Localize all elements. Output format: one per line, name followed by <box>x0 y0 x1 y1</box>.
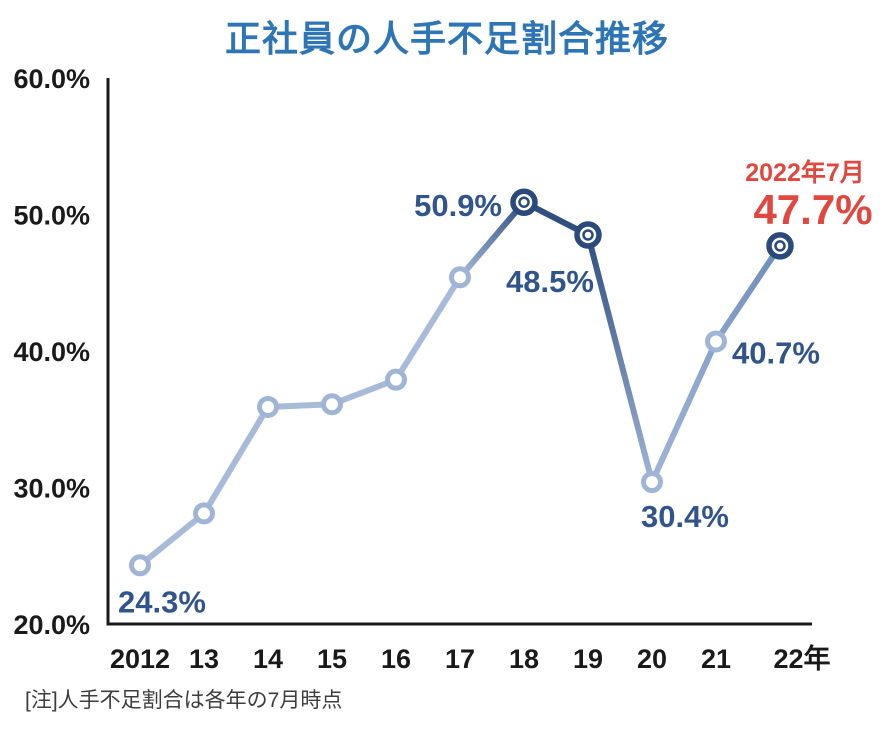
x-axis-tick-label: 2012 <box>110 644 170 674</box>
highlight-annotation-date: 2022年7月 <box>745 158 865 187</box>
data-point-marker <box>449 266 471 289</box>
data-point-marker <box>321 393 343 416</box>
x-axis-tick-label: 20 <box>637 644 667 674</box>
data-point-label: 40.7% <box>732 335 820 370</box>
x-axis-tick-label: 16 <box>381 644 411 674</box>
highlight-annotation-value: 47.7% <box>753 186 872 233</box>
data-point-label: 48.5% <box>506 264 594 299</box>
data-point-marker <box>193 502 215 525</box>
x-axis-tick-label: 21 <box>701 644 731 674</box>
data-point-marker <box>641 471 663 494</box>
x-axis-tick-label: 17 <box>445 644 475 674</box>
chart-title: 正社員の人手不足割合推移 <box>224 18 669 59</box>
x-axis-tick-label: 15 <box>317 644 347 674</box>
data-point-label: 50.9% <box>414 188 502 223</box>
source-note: [注]人手不足割合は各年の7月時点 <box>25 689 343 712</box>
x-axis-tick-label: 13 <box>189 644 219 674</box>
y-axis-tick-label: 60.0% <box>13 64 90 94</box>
line-segment <box>330 376 398 408</box>
line-segment <box>201 405 271 515</box>
axis-lines <box>106 78 812 626</box>
line-segment <box>585 234 655 483</box>
x-axis-tick-label: 14 <box>253 644 283 674</box>
data-point-marker <box>257 395 279 418</box>
y-axis-tick-label: 30.0% <box>13 474 90 504</box>
y-axis-tick-label: 40.0% <box>13 337 90 367</box>
data-point-marker-inner-ring <box>582 229 594 241</box>
x-axis-tick-label: 22年 <box>773 643 830 674</box>
data-point-label: 24.3% <box>118 584 206 619</box>
line-segment <box>457 200 527 280</box>
data-point-marker <box>385 368 407 391</box>
data-point-marker <box>129 554 151 577</box>
line-segment <box>393 275 463 382</box>
data-point-marker-inner-ring <box>774 240 786 252</box>
line-segment <box>649 340 719 484</box>
y-axis-tick-label: 20.0% <box>13 610 90 640</box>
line-segment <box>713 244 783 344</box>
y-axis-tick-label: 50.0% <box>13 201 90 231</box>
x-axis-tick-label: 18 <box>509 644 539 674</box>
data-point-marker <box>705 330 727 353</box>
data-point-marker-inner-ring <box>518 196 530 208</box>
x-axis-tick-label: 19 <box>573 644 603 674</box>
data-point-label: 30.4% <box>641 499 729 534</box>
line-segment <box>138 511 206 568</box>
